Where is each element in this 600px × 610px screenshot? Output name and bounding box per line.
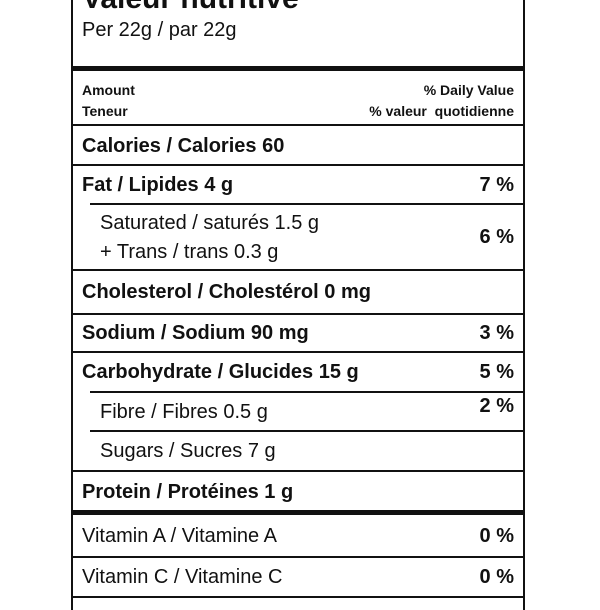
nutrient-label: Fat / Lipides 4 g	[82, 173, 234, 196]
daily-value: 6 %	[479, 226, 514, 248]
amount-en: Amount	[82, 82, 135, 98]
rule	[90, 391, 524, 393]
nutrient-label: Calories / Calories 60	[82, 134, 285, 157]
rule	[90, 430, 524, 432]
amount-fr: Teneur	[82, 103, 128, 119]
rule	[72, 596, 524, 598]
daily-value: 0 %	[479, 566, 514, 588]
rule	[90, 203, 524, 205]
title: Valeur nutritive	[82, 0, 299, 14]
dv-en: % Daily Value	[423, 82, 514, 98]
daily-value: 5 %	[479, 361, 514, 383]
nutrient-label: Sodium / Sodium 90 mg	[82, 322, 309, 344]
dv-fr: % valeur quotidienne	[369, 103, 514, 119]
border-right	[523, 0, 525, 610]
rule	[72, 124, 524, 126]
rule	[72, 164, 524, 166]
daily-value: 3 %	[479, 322, 514, 344]
daily-value: 2 %	[479, 394, 514, 417]
nutrient-label: Saturated / saturés 1.5 g	[100, 212, 320, 234]
nutrient-label: Carbohydrate / Glucides 15 g	[82, 361, 359, 383]
nutrient-label-2: + Trans / trans 0.3 g	[100, 241, 279, 263]
nutrient-label: Fibre / Fibres 0.5 g	[100, 400, 268, 423]
nutrient-label: Vitamin C / Vitamine C	[82, 566, 283, 588]
border-left	[71, 0, 73, 610]
serving-size: Per 22g / par 22g	[82, 19, 237, 41]
daily-value: 0 %	[479, 525, 514, 547]
thick-rule	[72, 510, 524, 515]
nutrient-label: Sugars / Sucres 7 g	[100, 440, 276, 462]
rule	[72, 470, 524, 472]
daily-value: 7 %	[479, 173, 514, 196]
nutrient-label: Vitamin A / Vitamine A	[82, 525, 277, 547]
thick-rule	[72, 66, 524, 71]
rule	[72, 313, 524, 315]
nutrient-label: Protein / Protéines 1 g	[82, 481, 294, 503]
rule	[72, 351, 524, 353]
rule	[72, 556, 524, 558]
nutrient-label: Cholesterol / Cholestérol 0 mg	[82, 281, 371, 303]
rule	[72, 269, 524, 271]
